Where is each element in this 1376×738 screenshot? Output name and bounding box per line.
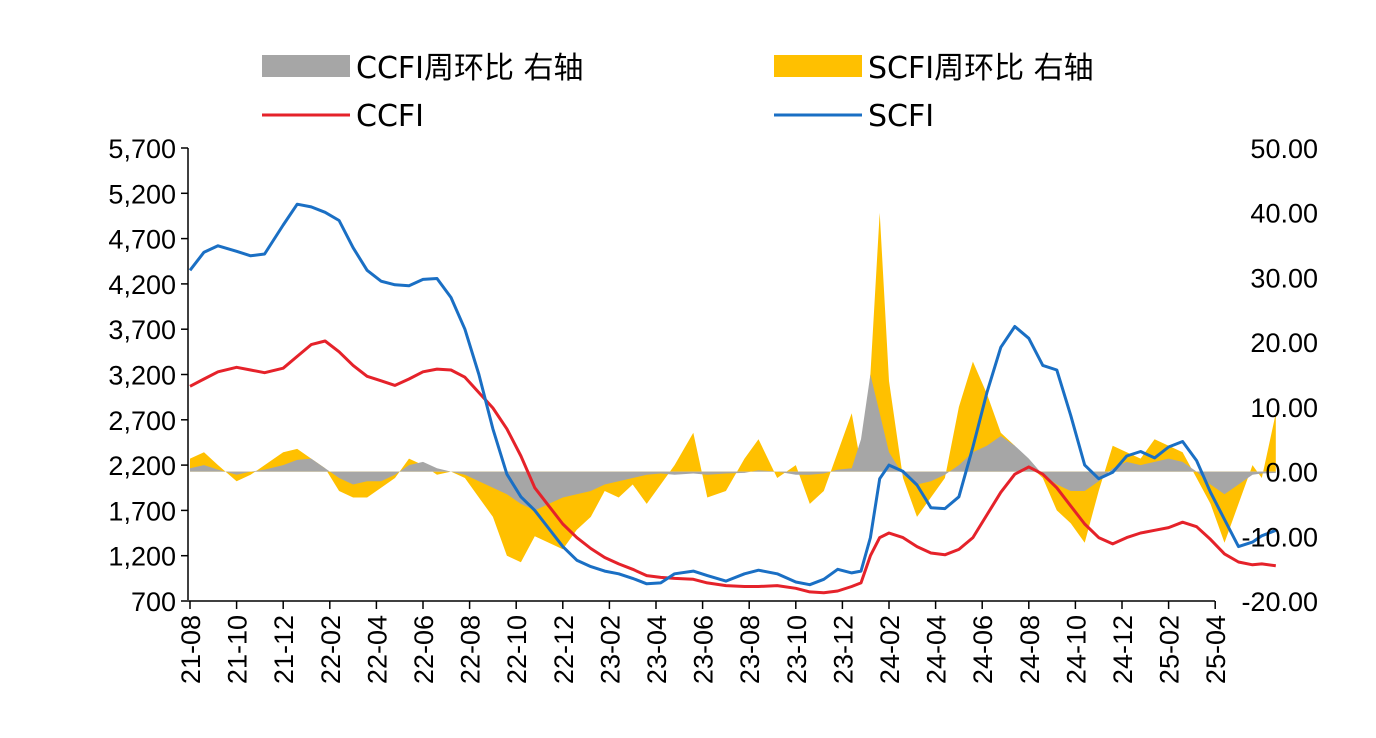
legend-swatch-scfi-wow [774,55,862,77]
x-tick-label: 21-10 [223,615,253,684]
left-axis-ticks: 5,700 5,200 4,700 4,200 3,700 3,200 2,700 2,200… [108,134,188,617]
right-tick-label: -10.00 [1241,522,1318,552]
line-series-ccfi [189,339,1276,595]
x-tick-label: 23-04 [642,615,672,684]
legend-label-ccfi-wow: CCFI周环比 右轴 [356,51,584,86]
legend: CCFI周环比 右轴 SCFI周环比 右轴 CCFI SCFI [262,51,1094,134]
x-tick-label: 22-08 [456,615,486,684]
x-tick-label: 22-10 [502,615,532,684]
right-tick-label: 10.00 [1250,393,1318,423]
x-tick-label: 24-08 [1015,615,1045,684]
x-tick-label: 23-12 [828,615,858,684]
x-tick-label: 22-06 [409,615,439,684]
x-tick-label: 22-12 [549,615,579,684]
x-tick-label: 23-08 [735,615,765,684]
legend-label-scfi-wow: SCFI周环比 右轴 [868,51,1094,86]
left-tick-label: 2,700 [108,406,176,436]
legend-label-scfi: SCFI [868,99,934,134]
left-tick-label: 5,700 [108,134,176,164]
left-tick-label: 700 [131,587,176,617]
x-tick-label: 23-10 [782,615,812,684]
area-series-layer [190,212,1276,563]
left-tick-label: 5,200 [108,179,176,209]
left-tick-label: 4,700 [108,225,176,255]
x-tick-label: 25-02 [1155,615,1185,684]
right-tick-label: -20.00 [1241,587,1318,617]
line-series-layer [188,202,1277,595]
x-tick-label: 24-02 [875,615,905,684]
left-tick-label: 4,200 [108,270,176,300]
left-tick-label: 3,200 [108,361,176,391]
left-tick-label: 2,200 [108,451,176,481]
x-tick-label: 24-06 [968,615,998,684]
x-tick-label: 23-02 [595,615,625,684]
x-tick-label: 22-04 [362,615,392,684]
right-tick-label: 30.00 [1250,263,1318,293]
left-tick-label: 3,700 [108,315,176,345]
right-axis-ticks: 50.00 40.00 30.00 20.00 10.00 0.00 -10.00 -20.0… [1241,134,1318,617]
right-tick-label: 20.00 [1250,328,1318,358]
x-tick-label: 24-04 [922,615,952,684]
x-tick-label: 24-10 [1061,615,1091,684]
x-tick-label: 25-04 [1201,615,1231,684]
x-tick-label: 24-12 [1108,615,1138,684]
x-tick-label: 23-06 [689,615,719,684]
x-tick-label: 22-02 [316,615,346,684]
right-tick-label: 40.00 [1250,199,1318,229]
x-axis-ticks: 21-08 21-10 21-12 22-02 22-04 22-06 22-08 22-10… [176,601,1231,684]
right-tick-label: 0.00 [1265,458,1318,488]
legend-swatch-ccfi-wow [262,55,350,77]
right-tick-label: 50.00 [1250,134,1318,164]
x-tick-label: 21-08 [176,615,206,684]
area-series-scfi-wow [190,212,1276,563]
legend-label-ccfi: CCFI [356,99,424,134]
line-series-scfi [188,202,1277,587]
left-tick-label: 1,200 [108,542,176,572]
left-tick-label: 1,700 [108,496,176,526]
x-tick-label: 21-12 [269,615,299,684]
